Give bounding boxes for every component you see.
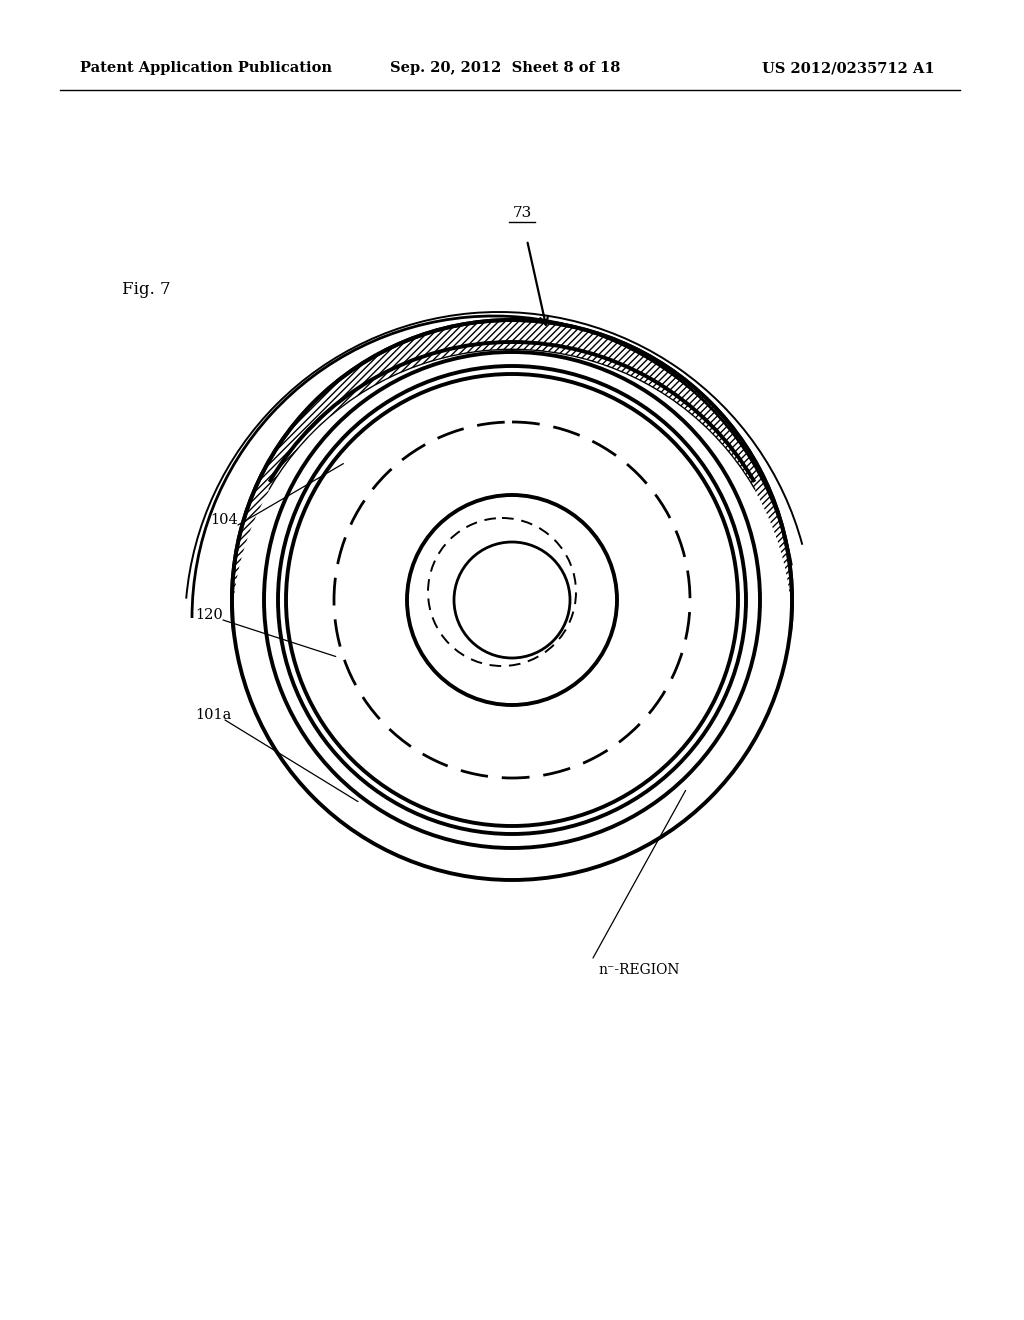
Text: n⁻-REGION: n⁻-REGION: [598, 964, 680, 977]
Text: 73: 73: [512, 206, 531, 220]
Text: US 2012/0235712 A1: US 2012/0235712 A1: [762, 61, 935, 75]
Text: 101a: 101a: [195, 708, 231, 722]
Circle shape: [264, 352, 760, 847]
Text: Patent Application Publication: Patent Application Publication: [80, 61, 332, 75]
Circle shape: [232, 319, 792, 880]
Text: 120: 120: [195, 609, 223, 622]
Circle shape: [232, 350, 792, 909]
Text: Fig. 7: Fig. 7: [122, 281, 171, 298]
Circle shape: [274, 392, 750, 869]
Circle shape: [286, 374, 738, 826]
Text: Sep. 20, 2012  Sheet 8 of 18: Sep. 20, 2012 Sheet 8 of 18: [390, 61, 621, 75]
Circle shape: [278, 366, 746, 834]
Text: 104: 104: [210, 513, 238, 527]
Circle shape: [407, 495, 617, 705]
Circle shape: [454, 543, 570, 657]
